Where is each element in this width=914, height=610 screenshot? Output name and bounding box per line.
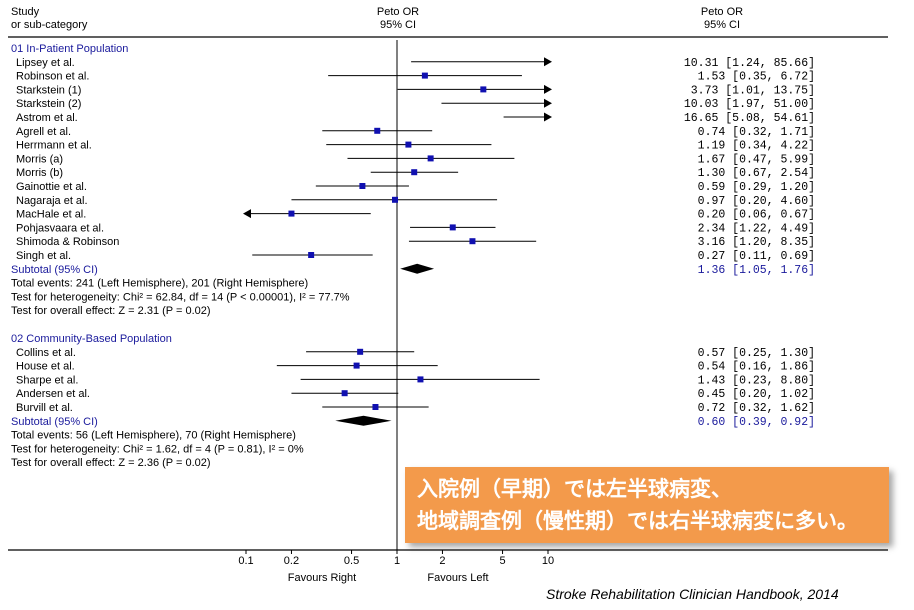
study-point (374, 127, 381, 134)
study-label: Gainottie et al. (16, 181, 87, 193)
study-point (427, 155, 434, 162)
study-estimate: 1.67 [0.47, 5.99] (698, 153, 815, 166)
header-study-line1: Study (11, 6, 40, 18)
header-right-line1: Peto OR (701, 6, 743, 18)
ci-arrow-left (243, 209, 251, 219)
study-estimate: 0.97 [0.20, 4.60] (698, 195, 815, 208)
study-estimate: 0.27 [0.11, 0.69] (698, 250, 815, 263)
study-point (421, 72, 428, 79)
axis-tick-label: 0.2 (284, 555, 299, 567)
group-1-stat-1: Total events: 241 (Left Hemisphere), 201… (11, 278, 308, 290)
study-estimate: 0.20 [0.06, 0.67] (698, 209, 815, 222)
study-label: Burvill et al. (16, 402, 73, 414)
study-point (405, 141, 412, 148)
axis-tick-label: 2 (439, 555, 445, 567)
study-estimate: 16.65 [5.08, 54.61] (684, 112, 815, 125)
group-title-1: 01 In-Patient Population (11, 43, 128, 55)
subtotal-estimate-2: 0.60 [0.39, 0.92] (698, 416, 815, 429)
subtotal-estimate-1: 1.36 [1.05, 1.76] (698, 264, 815, 277)
study-estimate: 1.30 [0.67, 2.54] (698, 167, 815, 180)
study-point (372, 404, 379, 410)
study-estimate: 10.03 [1.97, 51.00] (684, 98, 815, 111)
study-estimate: 1.43 [0.23, 8.80] (698, 374, 815, 387)
header-middle-line1: Peto OR (377, 6, 419, 18)
study-estimate: 3.16 [1.20, 8.35] (698, 236, 815, 249)
favours-left-label: Favours Left (427, 572, 488, 584)
study-point (411, 169, 418, 176)
study-point (357, 348, 364, 355)
study-label: Robinson et al. (16, 71, 89, 83)
axis-tick-label: 1 (394, 555, 400, 567)
study-estimate: 3.73 [1.01, 13.75] (691, 84, 815, 97)
study-point (359, 183, 366, 189)
study-point (469, 238, 476, 245)
study-label: Herrmann et al. (16, 140, 92, 152)
study-label: Starkstein (2) (16, 98, 81, 110)
study-estimate: 0.45 [0.20, 1.02] (698, 388, 815, 401)
ci-arrow-right (544, 98, 552, 108)
study-label: Starkstein (1) (16, 84, 81, 96)
study-label: Agrell et al. (16, 126, 71, 138)
study-point (308, 252, 315, 258)
subtotal-label-2: Subtotal (95% CI) (11, 416, 98, 428)
group-title-2: 02 Community-Based Population (11, 333, 172, 345)
x-axis: 0.1 0.2 0.5 1 2 5 10 Favours Right Favours Left (8, 549, 888, 584)
subtotal-label-1: Subtotal (95% CI) (11, 264, 98, 276)
study-estimate: 0.72 [0.32, 1.62] (698, 402, 815, 415)
ci-arrow-right (544, 84, 552, 94)
study-label: Nagaraja et al. (16, 195, 88, 207)
group-2-stat-2: Test for heterogeneity: Chi² = 1.62, df … (11, 443, 304, 455)
header-study-line2: or sub-category (11, 19, 88, 31)
annotation-callout: 入院例（早期）では左半球病変、 地域調査例（慢性期）では右半球病変に多い。 (405, 467, 889, 543)
header: Study or sub-category Peto OR 95% CI Pet… (8, 6, 888, 38)
study-estimate: 1.53 [0.35, 6.72] (698, 71, 815, 84)
callout-line-2: 地域調査例（慢性期）では右半球病変に多い。 (417, 509, 858, 533)
study-point (449, 224, 456, 231)
group-1-stat-3: Test for overall effect: Z = 2.31 (P = 0… (11, 305, 211, 317)
ci-arrow-right (544, 57, 552, 67)
header-middle-line2: 95% CI (380, 19, 416, 31)
axis-tick-label: 10 (542, 555, 554, 567)
group-1-stat-2: Test for heterogeneity: Chi² = 62.84, df… (11, 291, 350, 303)
study-estimate: 2.34 [1.22, 4.49] (698, 222, 815, 235)
study-estimate: 0.74 [0.32, 1.71] (698, 126, 815, 139)
study-label: Singh et al. (16, 250, 71, 262)
study-label: Morris (a) (16, 153, 63, 165)
subtotal-diamond-2 (335, 415, 392, 426)
study-label: Sharpe et al. (16, 374, 78, 386)
study-estimate: 0.54 [0.16, 1.86] (698, 361, 815, 374)
study-label: House et al. (16, 361, 75, 373)
study-label: Andersen et al. (16, 388, 90, 400)
study-label: MacHale et al. (16, 209, 86, 221)
study-label: Astrom et al. (16, 112, 78, 124)
axis-tick-label: 5 (499, 555, 505, 567)
favours-right-label: Favours Right (288, 572, 356, 584)
source-citation: Stroke Rehabilitation Clinician Handbook… (546, 586, 839, 602)
study-point (417, 376, 424, 383)
study-point (341, 390, 348, 397)
axis-tick-label: 0.5 (344, 555, 359, 567)
ci-arrow-right (544, 112, 552, 122)
study-label: Pohjasvaara et al. (16, 222, 104, 234)
study-point (353, 362, 360, 369)
header-right-line2: 95% CI (704, 19, 740, 31)
study-point (392, 196, 399, 203)
forest-rows: 01 In-Patient Population Lipsey et al. 10.… (11, 40, 815, 550)
study-point (288, 210, 295, 217)
axis-tick-label: 0.1 (238, 555, 253, 567)
study-estimate: 0.59 [0.29, 1.20] (698, 181, 815, 194)
study-label: Shimoda & Robinson (16, 236, 119, 248)
study-estimate: 0.57 [0.25, 1.30] (698, 347, 815, 360)
callout-line-1: 入院例（早期）では左半球病変、 (417, 477, 732, 501)
study-label: Morris (b) (16, 167, 63, 179)
study-estimate: 1.19 [0.34, 4.22] (698, 140, 815, 153)
study-label: Lipsey et al. (16, 57, 75, 69)
group-2-stat-1: Total events: 56 (Left Hemisphere), 70 (… (11, 430, 296, 442)
study-label: Collins et al. (16, 347, 76, 359)
group-2-stat-3: Test for overall effect: Z = 2.36 (P = 0… (11, 457, 211, 469)
study-point (480, 86, 487, 93)
study-estimate: 10.31 [1.24, 85.66] (684, 57, 815, 70)
subtotal-diamond-1 (400, 263, 435, 274)
